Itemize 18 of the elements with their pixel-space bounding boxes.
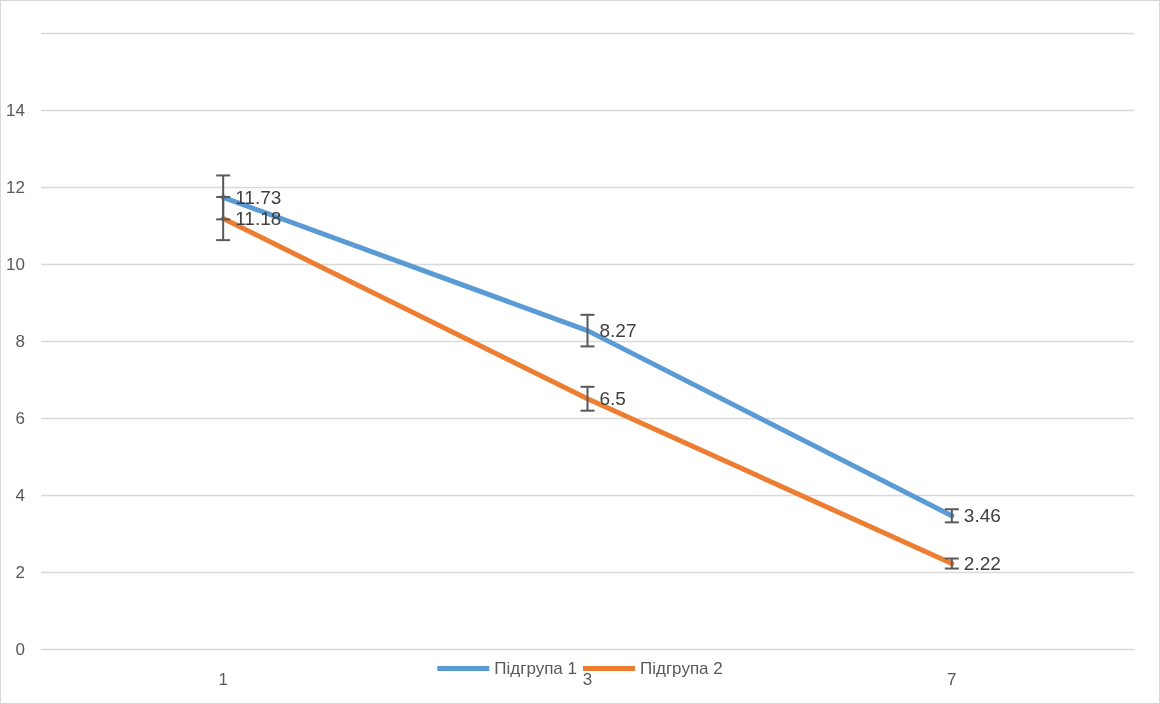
x-tick-label: 1 [218, 670, 228, 689]
y-tick-label: 6 [15, 408, 25, 428]
y-tick-label: 14 [6, 100, 25, 120]
y-tick-label: 2 [15, 562, 25, 582]
data-label: 11.73 [235, 186, 282, 208]
data-label: 6.5 [599, 388, 626, 410]
y-tick-label: 12 [6, 177, 25, 197]
y-tick-label: 0 [15, 639, 25, 659]
x-tick-label: 3 [582, 670, 593, 689]
x-tick-label: 7 [947, 670, 957, 689]
y-tick-label: 8 [15, 331, 25, 351]
y-tick-label: 4 [15, 485, 25, 505]
legend-label: Підгрупа 1 [494, 659, 577, 678]
data-label: 2.22 [963, 553, 1001, 575]
data-label: 8.27 [599, 320, 637, 342]
legend-label: Підгрупа 2 [640, 659, 723, 678]
data-label: 3.46 [963, 505, 1001, 527]
y-tick-label: 10 [6, 254, 25, 274]
